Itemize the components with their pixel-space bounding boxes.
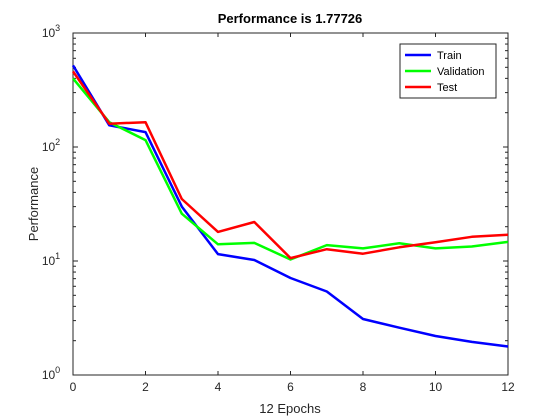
x-tick-label: 0 — [70, 380, 77, 394]
series-line-test — [71, 70, 509, 260]
x-axis-label: 12 Epochs — [259, 401, 321, 416]
x-tick-label: 4 — [215, 380, 222, 394]
y-tick-label: 102 — [42, 137, 60, 154]
y-axis-label: Performance — [26, 167, 41, 241]
ticks-layer: 0 2 4 6 8 10 12 100 101 102 103 — [42, 23, 515, 394]
x-tick-label: 12 — [501, 380, 515, 394]
series-line-train — [71, 64, 509, 348]
x-tick-label: 2 — [142, 380, 149, 394]
x-tick-label: 6 — [287, 380, 294, 394]
legend-label-test: Test — [437, 82, 457, 94]
x-tick-label: 8 — [360, 380, 367, 394]
y-tick-label: 100 — [42, 365, 60, 382]
series-line-validation — [72, 77, 509, 261]
legend-label-validation: Validation — [437, 66, 485, 78]
series-layer — [71, 64, 509, 348]
legend: Train Validation Test — [399, 43, 497, 99]
legend-label-train: Train — [437, 50, 462, 62]
y-tick-label: 101 — [42, 251, 60, 268]
y-tick-label: 103 — [42, 23, 60, 40]
x-tick-label: 10 — [429, 380, 443, 394]
chart-title: Performance is 1.77726 — [218, 11, 363, 26]
